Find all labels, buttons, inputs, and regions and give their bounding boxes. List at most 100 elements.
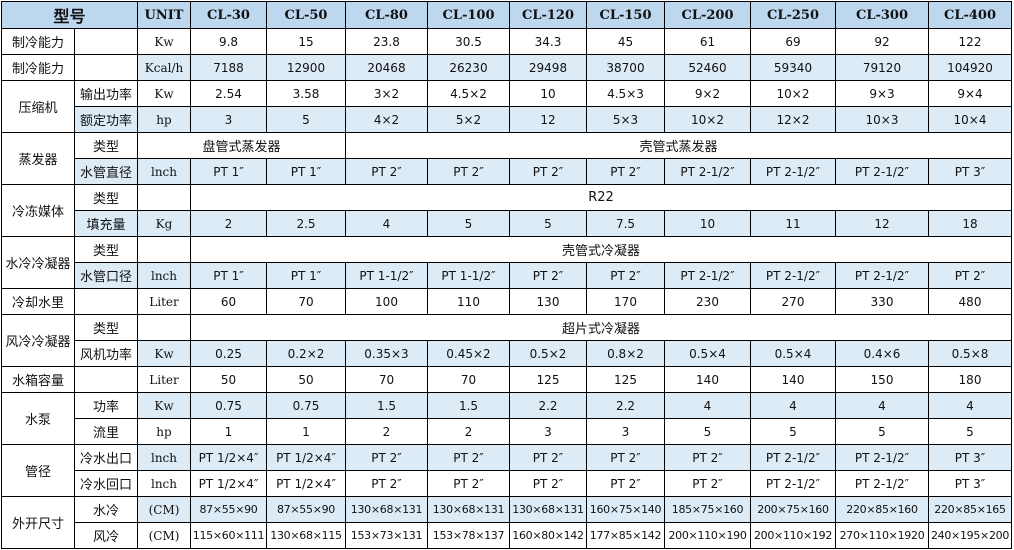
value-cell-cl-250: PT 2-1/2″: [750, 470, 836, 497]
value-cell-cl-80: 23.8: [345, 28, 428, 55]
value-cell-cl-150: 45: [586, 28, 665, 55]
value-cell-cl-100: 4.5×2: [427, 80, 510, 107]
value-cell-cl-50: 12900: [266, 54, 346, 81]
value-cell-cl-250: 200×110×192: [750, 522, 836, 549]
merged-type-cell: 壳管式冷凝器: [190, 236, 1012, 263]
value-cell-cl-80: 20468: [345, 54, 428, 81]
row-group-label: 水箱容量: [1, 366, 75, 393]
value-cell-cl-30: 50: [190, 366, 267, 393]
value-cell-cl-50: 5: [266, 106, 346, 133]
table-row: 压缩机 输出功率 Kw 2.54 3.58 3×2 4.5×2 10 4.5×3 9×2 10×2 9…: [1, 80, 1012, 133]
row-unit: Kg: [137, 210, 191, 237]
value-cell-cl-100: 30.5: [427, 28, 510, 55]
row-unit: (CM): [137, 522, 191, 549]
row-group-label: 管径: [1, 444, 75, 497]
row-item-label: 水冷: [74, 496, 138, 523]
value-cell-cl-100: PT 2″: [427, 470, 510, 497]
value-cell-cl-250: 10×2: [750, 80, 836, 107]
value-cell-cl-50: 130×68×115: [266, 522, 346, 549]
value-cell-cl-120: 10: [509, 80, 587, 107]
value-cell-cl-200: 0.5×4: [664, 340, 751, 367]
value-cell-cl-80: 100: [345, 288, 428, 315]
value-cell-cl-100: PT 2″: [427, 444, 510, 471]
value-cell-cl-120: PT 2″: [509, 158, 587, 185]
value-cell-cl-150: 0.8×2: [586, 340, 665, 367]
value-cell-cl-30: 7188: [190, 54, 267, 81]
value-cell-cl-150: PT 2″: [586, 470, 665, 497]
table-row: 冷水回口 lnch PT 1/2×4″ PT 1/2×4″ PT 2″ PT 2″ PT 2…: [2, 470, 1012, 497]
row-item-label: 类型: [74, 184, 138, 211]
value-cell-cl-50: 1: [266, 418, 346, 445]
row-item-label: 填充量: [74, 210, 138, 237]
value-cell-cl-150: 2.2: [586, 392, 665, 419]
row-item-label: [74, 28, 138, 55]
value-cell-cl-200: PT 2-1/2″: [664, 262, 751, 289]
value-cell-cl-300: 10×3: [835, 106, 929, 133]
value-cell-cl-150: 7.5: [586, 210, 665, 237]
value-cell-cl-200: PT 2-1/2″: [664, 158, 751, 185]
value-cell-cl-30: PT 1/2×4″: [190, 444, 267, 471]
value-cell-cl-200: 10: [664, 210, 751, 237]
value-cell-cl-150: 5×3: [586, 106, 665, 133]
value-cell-cl-250: PT 2-1/2″: [750, 444, 836, 471]
value-cell-cl-150: 170: [586, 288, 665, 315]
row-item-label: 水管直径: [74, 158, 138, 185]
value-cell-cl-300: PT 2-1/2″: [835, 158, 929, 185]
value-cell-cl-80: 70: [345, 366, 428, 393]
table-row: 冷冻媒体 类型 R22: [1, 184, 1012, 237]
value-cell-cl-150: 177×85×142: [586, 522, 665, 549]
row-unit: [137, 184, 191, 211]
value-cell-cl-80: 4: [345, 210, 428, 237]
value-cell-cl-30: PT 1/2×4″: [190, 470, 267, 497]
table-row: 蒸发器 类型 盘管式蒸发器 壳管式蒸发器: [1, 132, 1012, 185]
row-group-label: 制冷能力: [1, 28, 75, 55]
value-cell-cl-30: 2.54: [190, 80, 267, 107]
table-row: 风冷冷凝器 类型 超片式冷凝器: [1, 314, 1012, 367]
header-model-cl-250: CL-250: [750, 1, 836, 29]
value-cell-cl-400: PT 3″: [928, 470, 1012, 497]
value-cell-cl-120: PT 2″: [509, 444, 587, 471]
value-cell-cl-150: PT 2″: [586, 158, 665, 185]
value-cell-cl-250: 5: [750, 418, 836, 445]
spec-table-body: 制冷能力 Kw 9.8 15 23.8 30.5 34.3 45 61 69 92 122 制冷能力 Kc…: [1, 28, 1012, 549]
table-row: 管径 冷水出口 lnch PT 1/2×4″ PT 1/2×4″ PT 2″ PT 2″ PT…: [1, 444, 1012, 497]
row-unit: lnch: [137, 158, 191, 185]
value-cell-cl-400: 18: [928, 210, 1012, 237]
value-cell-cl-300: 5: [835, 418, 929, 445]
row-group-label: 外开尺寸: [1, 496, 75, 549]
row-unit: Kw: [137, 340, 191, 367]
value-cell-cl-200: 230: [664, 288, 751, 315]
row-unit: Kw: [137, 392, 191, 419]
value-cell-cl-30: 115×60×111: [190, 522, 267, 549]
value-cell-cl-200: 10×2: [664, 106, 751, 133]
value-cell-cl-250: 11: [750, 210, 836, 237]
table-row: 制冷能力 Kw 9.8 15 23.8 30.5 34.3 45 61 69 92 122: [1, 28, 1012, 55]
table-row: 流里 hp 1 1 2 2 3 3 5 5 5 5: [2, 418, 1012, 445]
value-cell-cl-150: PT 2″: [586, 262, 665, 289]
value-cell-cl-150: 4.5×3: [586, 80, 665, 107]
value-cell-cl-300: PT 2-1/2″: [835, 444, 929, 471]
row-item-label: 类型: [74, 314, 138, 341]
value-cell-cl-250: 0.5×4: [750, 340, 836, 367]
value-cell-cl-50: PT 1/2×4″: [266, 470, 346, 497]
value-cell-cl-80: PT 2″: [345, 470, 428, 497]
value-cell-cl-50: 2.5: [266, 210, 346, 237]
row-group-label: 水泵: [1, 392, 75, 445]
value-cell-cl-250: 270: [750, 288, 836, 315]
value-cell-cl-120: 0.5×2: [509, 340, 587, 367]
table-row: 水管口径 lnch PT 1″ PT 1″ PT 1-1/2″ PT 1-1/2″ PT 2…: [2, 262, 1012, 289]
header-model-cl-120: CL-120: [509, 1, 587, 29]
value-cell-cl-50: 0.2×2: [266, 340, 346, 367]
value-cell-cl-400: 10×4: [928, 106, 1012, 133]
value-cell-cl-400: 0.5×8: [928, 340, 1012, 367]
row-unit: Liter: [137, 288, 191, 315]
table-row: 额定功率 hp 3 5 4×2 5×2 12 5×3 10×2 12×2 10×3 10×4: [2, 106, 1012, 133]
value-cell-cl-150: PT 2″: [586, 444, 665, 471]
value-cell-cl-120: PT 2″: [509, 470, 587, 497]
value-cell-cl-120: PT 2″: [509, 262, 587, 289]
value-cell-cl-400: 240×195×200: [928, 522, 1012, 549]
value-cell-cl-50: 0.75: [266, 392, 346, 419]
row-group-label: 水冷冷凝器: [1, 236, 75, 289]
value-cell-cl-400: PT 3″: [928, 444, 1012, 471]
